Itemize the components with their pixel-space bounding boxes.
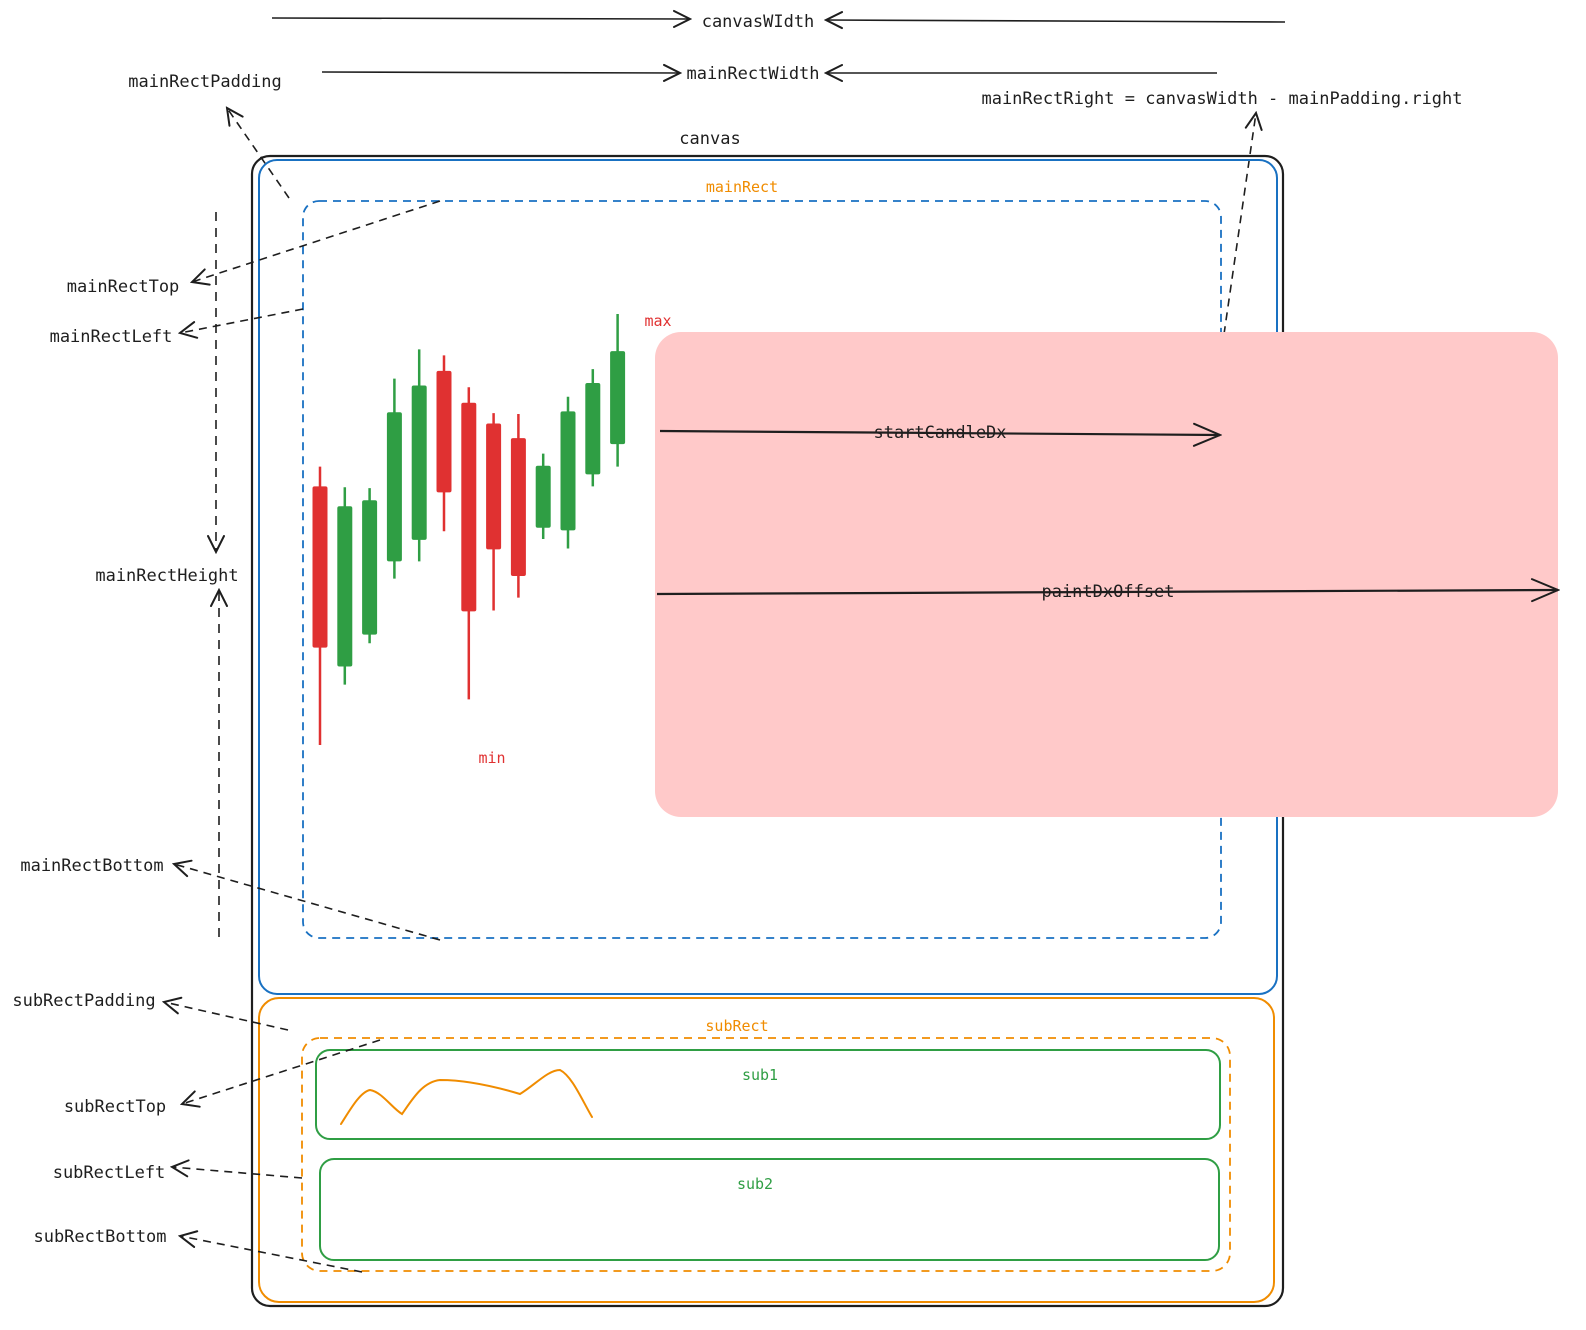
candle-body — [585, 382, 601, 475]
canvas-width-left-arrow — [271, 18, 690, 19]
sub1-panel — [315, 1049, 1221, 1140]
main-rect-top-leader — [192, 200, 441, 282]
candle-body — [436, 370, 452, 493]
sub2-panel — [319, 1158, 1220, 1261]
main-rect-right-label: mainRectRight = canvasWidth - mainPaddin… — [981, 89, 1462, 109]
sub-rect-bottom-leader — [180, 1236, 363, 1273]
sub-rect-frame — [258, 997, 1275, 1303]
main-rect-padding-leader — [227, 108, 290, 199]
start-candle-dx-arrow — [659, 431, 1220, 435]
candle-body — [362, 500, 378, 635]
sub-rect-top-leader — [182, 1039, 381, 1104]
main-rect-height-label: mainRectHeight — [95, 566, 238, 586]
candle-body — [411, 385, 427, 540]
start-candle-dx-label: startCandleDx — [873, 423, 1006, 443]
candle-body — [610, 351, 626, 445]
candle-body — [386, 412, 402, 562]
paint-dx-offset-arrow — [656, 590, 1558, 594]
sub-rect-left-leader — [172, 1167, 303, 1179]
candle-body — [535, 465, 551, 528]
main-rect-bottom-leader — [174, 864, 441, 941]
candle-body — [461, 402, 477, 612]
candle-body — [510, 438, 526, 577]
main-rect-right-leader — [1221, 113, 1256, 349]
canvas-label: canvas — [679, 129, 740, 149]
main-rect-bottom-label: mainRectBottom — [20, 856, 163, 876]
overflow-highlight — [655, 332, 1558, 817]
sub-rect-padded-area — [301, 1037, 1231, 1272]
candle-body — [337, 506, 353, 667]
sub-rect-padding-label: subRectPadding — [12, 991, 155, 1011]
sub-rect-bottom-label: subRectBottom — [33, 1227, 166, 1247]
sub-rect-padding-leader — [164, 1002, 289, 1031]
sub-rect-label: subRect — [705, 1017, 768, 1035]
main-rect-top-label: mainRectTop — [67, 277, 180, 297]
canvas-width-right-arrow — [826, 20, 1286, 22]
candle-body — [312, 486, 328, 648]
max-label: max — [644, 312, 671, 330]
main-rect-left-leader — [180, 308, 304, 333]
main-rect-left-label: mainRectLeft — [50, 327, 173, 347]
min-label: min — [478, 749, 505, 767]
main-rect-label: mainRect — [706, 178, 778, 196]
sub1-label: sub1 — [742, 1066, 778, 1084]
main-rect-padding-label: mainRectPadding — [128, 72, 282, 92]
candle-body — [560, 411, 576, 531]
candlestick-series — [312, 314, 626, 745]
sub-rect-top-label: subRectTop — [64, 1097, 166, 1117]
candle-body — [486, 423, 502, 550]
main-rect-width-left-arrow — [321, 72, 680, 73]
sub-rect-left-label: subRectLeft — [53, 1163, 166, 1183]
canvas-width-label: canvasWIdth — [702, 12, 815, 32]
sub2-label: sub2 — [737, 1175, 773, 1193]
main-rect-width-label: mainRectWidth — [686, 64, 819, 84]
paint-dx-offset-label: paintDxOffset — [1041, 582, 1174, 602]
sub1-indicator-line — [340, 1068, 593, 1125]
